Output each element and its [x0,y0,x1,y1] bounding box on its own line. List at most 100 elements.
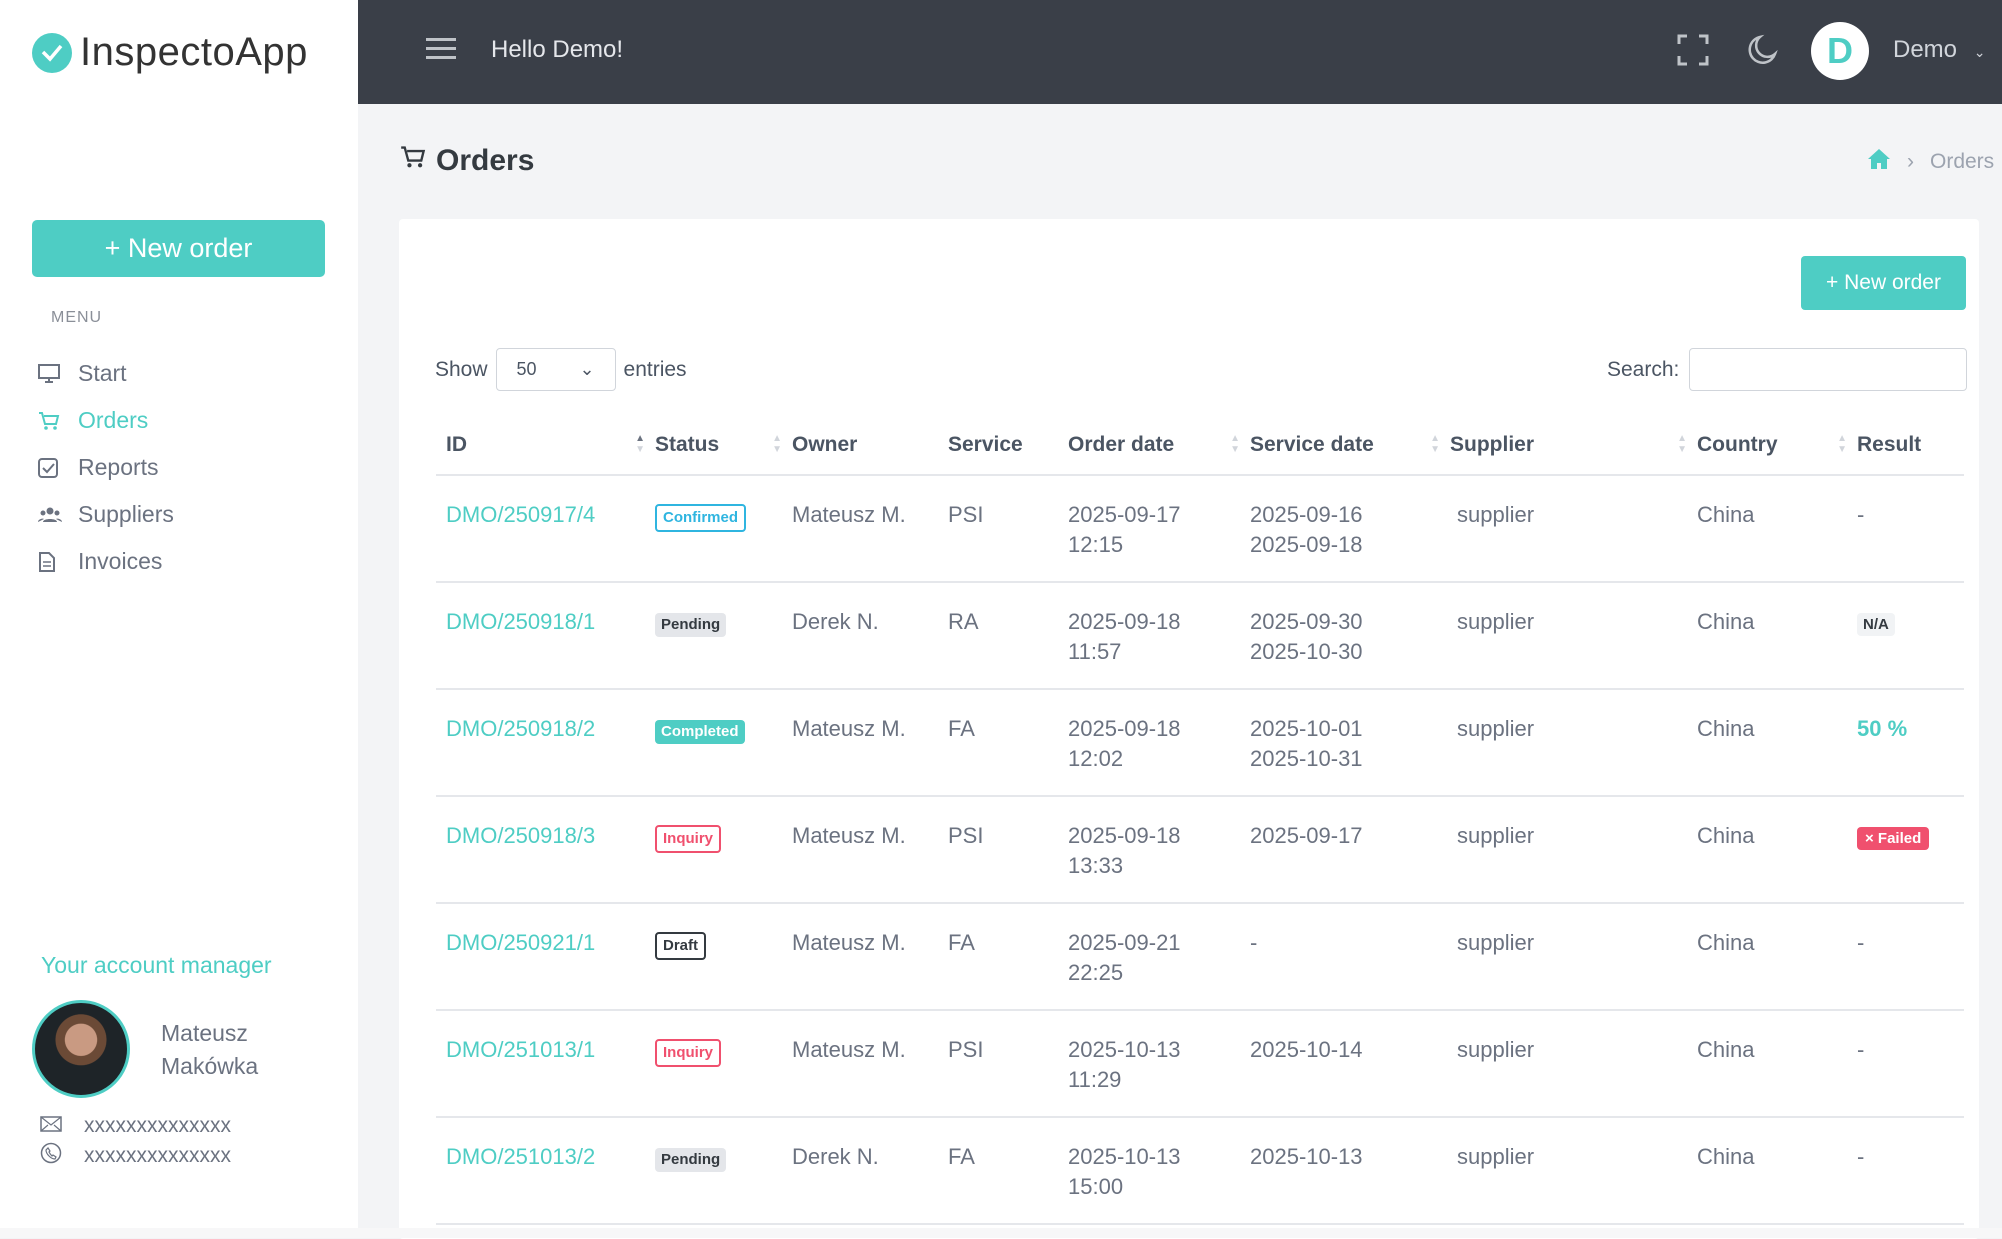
service-date-from: 2025-09-17 [1250,823,1363,848]
status-badge: Inquiry [655,1039,722,1067]
cell-id: DMO/250921/1 [436,903,655,1011]
result-pct: 50 % [1857,716,1908,741]
table-row[interactable]: DMO/250921/1 Draft Mateusz M. FA 2025-09-21 2… [436,903,1964,1011]
sidebar-item-label: Reports [78,454,159,480]
sidebar-item-reports[interactable]: Reports [38,444,174,491]
table-row[interactable]: DMO/250918/2 Completed Mateusz M. FA 2025-09… [436,689,1964,797]
table-row[interactable]: DMO/251013/2 Pending Derek N. FA 2025-10-13 1… [436,1117,1964,1225]
service-date-from: 2025-10-13 [1250,1144,1363,1169]
sort-arrows-icon[interactable]: ▲ ▼ [1230,433,1240,455]
manager-phone-text[interactable]: xxxxxxxxxxxxxx [84,1144,231,1167]
order-time: 12:02 [1068,746,1124,771]
column-header-supplier[interactable]: Supplier ▲ ▼ [1450,415,1697,476]
column-header-label: ID [446,432,467,456]
sidebar-item-start[interactable]: Start [38,350,174,397]
sort-arrows-icon[interactable]: ▲ ▼ [1837,433,1847,455]
service-date-to: 2025-10-30 [1250,639,1363,664]
cell-country: China [1697,1117,1857,1225]
entries-select[interactable]: 50 ⌄ [495,348,616,391]
order-date: 2025-09-18 [1068,609,1181,634]
user-avatar[interactable]: D [1811,22,1869,80]
cell-status: Pending [655,582,792,690]
order-date: 2025-10-13 [1068,1144,1181,1169]
logo[interactable]: InspectoApp [32,30,308,75]
user-menu[interactable]: Demo ⌄ [1893,36,1985,64]
sort-arrows-icon[interactable]: ▲ ▼ [772,433,782,455]
sort-arrows-icon[interactable]: ▲ ▼ [635,433,645,455]
cell-owner: Mateusz M. [792,475,948,583]
order-time: 22:25 [1068,960,1124,985]
cell-order-date: 2025-09-17 12:15 [1068,475,1250,583]
cell-supplier: supplier [1450,1117,1697,1225]
cell-service: FA [948,1117,1068,1225]
show-label: Show [435,357,488,381]
cell-service: RA [948,582,1068,690]
column-header-owner: Owner [792,415,948,476]
column-header-country[interactable]: Country ▲ ▼ [1697,415,1857,476]
breadcrumb-current: Orders [1930,150,1995,173]
sort-arrows-icon[interactable]: ▲ ▼ [1430,433,1440,455]
hamburger-menu-icon[interactable] [426,38,456,65]
order-date: 2025-10-13 [1068,1037,1181,1062]
column-header-service: Service [948,415,1068,476]
cell-country: China [1697,582,1857,690]
order-time: 15:00 [1068,1174,1124,1199]
table-row[interactable]: DMO/250918/3 Inquiry Mateusz M. PSI 2025-09-… [436,796,1964,904]
cell-service: PSI [948,475,1068,583]
manager-email-text[interactable]: xxxxxxxxxxxxxx [84,1114,231,1137]
sort-arrows-icon[interactable]: ▲ ▼ [1677,433,1687,455]
column-header-order-date[interactable]: Order date ▲ ▼ [1068,415,1250,476]
supplier: supplier [1457,609,1535,634]
cell-result: - [1857,1010,1964,1118]
cell-result: × Failed [1857,796,1964,904]
account-manager-photo [32,1000,130,1098]
entries-label: entries [623,357,687,381]
sidebar-item-suppliers[interactable]: Suppliers [38,491,174,538]
fullscreen-icon[interactable] [1677,34,1709,71]
envelope-icon [40,1114,62,1138]
new-order-button[interactable]: + New order [1801,256,1966,310]
home-icon[interactable] [1867,148,1891,176]
order-id-link[interactable]: DMO/250921/1 [446,930,596,955]
sidebar-item-orders[interactable]: Orders [38,397,174,444]
column-header-id[interactable]: ID ▲ ▼ [436,415,655,476]
status-badge: Draft [655,932,707,960]
order-id-link[interactable]: DMO/251013/2 [446,1144,596,1169]
manager-last-name: Makówka [161,1053,259,1079]
table-row[interactable]: DMO/251013/1 Inquiry Mateusz M. PSI 2025-10-… [436,1010,1964,1118]
chevron-down-icon: ⌄ [1973,44,1986,60]
sidebar-item-invoices[interactable]: Invoices [38,538,174,585]
sidebar-item-label: Invoices [78,548,163,574]
cell-service: FA [948,689,1068,797]
search-input[interactable] [1689,348,1968,391]
entries-value: 50 [516,359,537,379]
dark-mode-moon-icon[interactable] [1746,34,1778,71]
order-id-link[interactable]: DMO/250917/4 [446,502,596,527]
cell-result: - [1857,903,1964,1011]
order-time: 13:33 [1068,853,1124,878]
order-id-link[interactable]: DMO/250918/3 [446,823,596,848]
column-header-label: Service [948,432,1023,456]
column-header-service-date[interactable]: Service date ▲ ▼ [1250,415,1450,476]
checkbox-icon [38,457,78,478]
column-header-label: Order date [1068,432,1175,456]
column-header-status[interactable]: Status ▲ ▼ [655,415,792,476]
cell-result: 50 % [1857,689,1964,797]
table-row[interactable]: DMO/250917/4 Confirmed Mateusz M. PSI 2025-0… [436,475,1964,583]
cell-service-date: 2025-09-16 2025-09-18 [1250,475,1450,583]
service-date-from: 2025-09-30 [1250,609,1363,634]
sidebar-new-order-button[interactable]: + New order [32,220,325,277]
status-badge: Confirmed [655,504,746,532]
logo-text: InspectoApp [80,30,308,74]
order-id-link[interactable]: DMO/250918/1 [446,609,596,634]
supplier: supplier [1457,502,1535,527]
cell-id: DMO/250917/4 [436,475,655,583]
table-header-row: ID ▲ ▼ Status ▲ ▼ Owner Service Order date ▲ ▼ Serv… [436,415,1964,476]
order-date: 2025-09-18 [1068,823,1181,848]
cell-country: China [1697,796,1857,904]
order-id-link[interactable]: DMO/251013/1 [446,1037,596,1062]
order-id-link[interactable]: DMO/250918/2 [446,716,596,741]
supplier: supplier [1457,930,1535,955]
table-row[interactable]: DMO/250918/1 Pending Derek N. RA 2025-09-18 1… [436,582,1964,690]
greeting: Hello Demo! [491,36,624,63]
